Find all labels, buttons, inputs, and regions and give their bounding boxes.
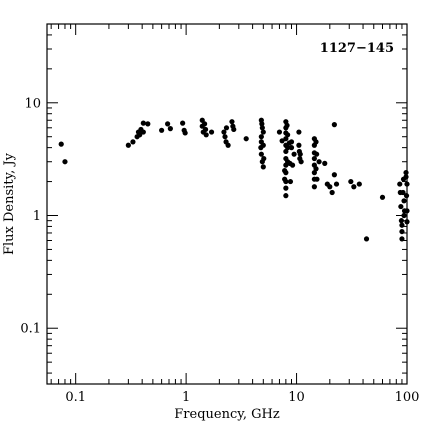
data-point — [356, 181, 362, 187]
x-tick-label: 1 — [182, 390, 190, 405]
data-point — [322, 160, 328, 166]
data-point — [296, 142, 302, 148]
data-point — [311, 170, 317, 176]
data-point — [314, 151, 320, 157]
data-point — [137, 132, 143, 138]
x-tick-label: 100 — [395, 390, 420, 405]
data-point — [285, 132, 291, 138]
data-point — [313, 166, 319, 172]
data-point — [403, 174, 409, 180]
y-tick-label: 0.1 — [20, 322, 41, 337]
data-point — [331, 122, 337, 128]
data-point — [314, 176, 320, 182]
data-point — [283, 136, 289, 142]
data-point — [283, 185, 289, 191]
data-point — [125, 142, 131, 148]
data-point — [243, 136, 249, 142]
data-point — [180, 120, 186, 126]
data-point — [62, 159, 68, 165]
data-point — [259, 125, 265, 131]
data-point — [283, 178, 289, 185]
data-point — [276, 129, 283, 135]
data-point — [398, 218, 405, 224]
data-point — [202, 121, 208, 127]
data-point — [289, 162, 296, 168]
plot-frame — [46, 23, 408, 385]
y-tick-label: 1 — [33, 209, 41, 224]
data-point — [403, 193, 410, 199]
data-point — [404, 219, 410, 225]
chart-title: 1127−145 — [320, 41, 394, 56]
data-point — [260, 129, 266, 135]
y-tick-label: 10 — [24, 96, 41, 111]
data-point — [399, 228, 405, 235]
data-point — [298, 159, 304, 165]
data-point — [363, 236, 370, 242]
data-point — [221, 129, 227, 135]
data-point — [58, 141, 64, 147]
data-point — [331, 172, 337, 178]
data-point — [401, 212, 407, 219]
data-point — [400, 189, 406, 196]
data-point — [333, 181, 340, 187]
data-point — [316, 159, 322, 165]
data-point — [259, 121, 265, 127]
data-point — [258, 134, 264, 140]
data-point — [297, 151, 303, 157]
data-point — [404, 208, 410, 214]
data-point — [348, 178, 354, 185]
data-point — [260, 142, 266, 148]
data-point — [130, 139, 136, 145]
ticks-layer: 0.1 1 10 100 0.1 1 10 — [20, 23, 420, 405]
points-layer — [58, 117, 410, 242]
data-point — [313, 139, 319, 145]
data-point — [401, 198, 407, 204]
x-tick-label: 0.1 — [65, 390, 86, 405]
data-point — [145, 121, 151, 127]
data-point — [261, 155, 267, 162]
data-point — [165, 121, 171, 127]
data-point — [379, 194, 386, 200]
data-point — [182, 130, 188, 136]
x-axis-title: Frequency, GHz — [174, 407, 280, 422]
data-point — [327, 184, 333, 190]
data-point — [140, 120, 146, 126]
data-point — [283, 193, 289, 199]
x-tick-label: 10 — [288, 390, 305, 405]
data-point — [225, 142, 231, 148]
data-point — [288, 145, 295, 151]
data-point — [258, 151, 264, 157]
data-point — [260, 164, 266, 170]
data-point — [399, 222, 405, 228]
data-point — [140, 129, 146, 135]
data-point — [296, 129, 302, 135]
data-point — [229, 119, 235, 125]
data-point — [311, 155, 317, 162]
data-point — [222, 134, 228, 140]
data-point — [397, 181, 403, 187]
data-point — [399, 236, 405, 242]
data-point — [398, 203, 404, 210]
data-point — [403, 170, 409, 176]
data-point — [351, 184, 357, 190]
y-axis-title: Flux Density, Jy — [2, 152, 17, 255]
data-point — [284, 122, 290, 128]
data-point — [202, 126, 209, 133]
data-point — [285, 145, 291, 151]
data-point — [203, 132, 209, 138]
data-point — [287, 178, 294, 185]
data-point — [208, 129, 215, 135]
data-point — [404, 181, 410, 187]
data-point — [329, 189, 335, 196]
data-point — [288, 139, 295, 145]
data-point — [231, 126, 237, 133]
data-point — [291, 151, 297, 157]
data-point — [311, 184, 317, 190]
data-point — [223, 125, 230, 131]
data-point — [283, 170, 289, 176]
data-point — [159, 127, 165, 133]
data-point — [167, 126, 173, 132]
